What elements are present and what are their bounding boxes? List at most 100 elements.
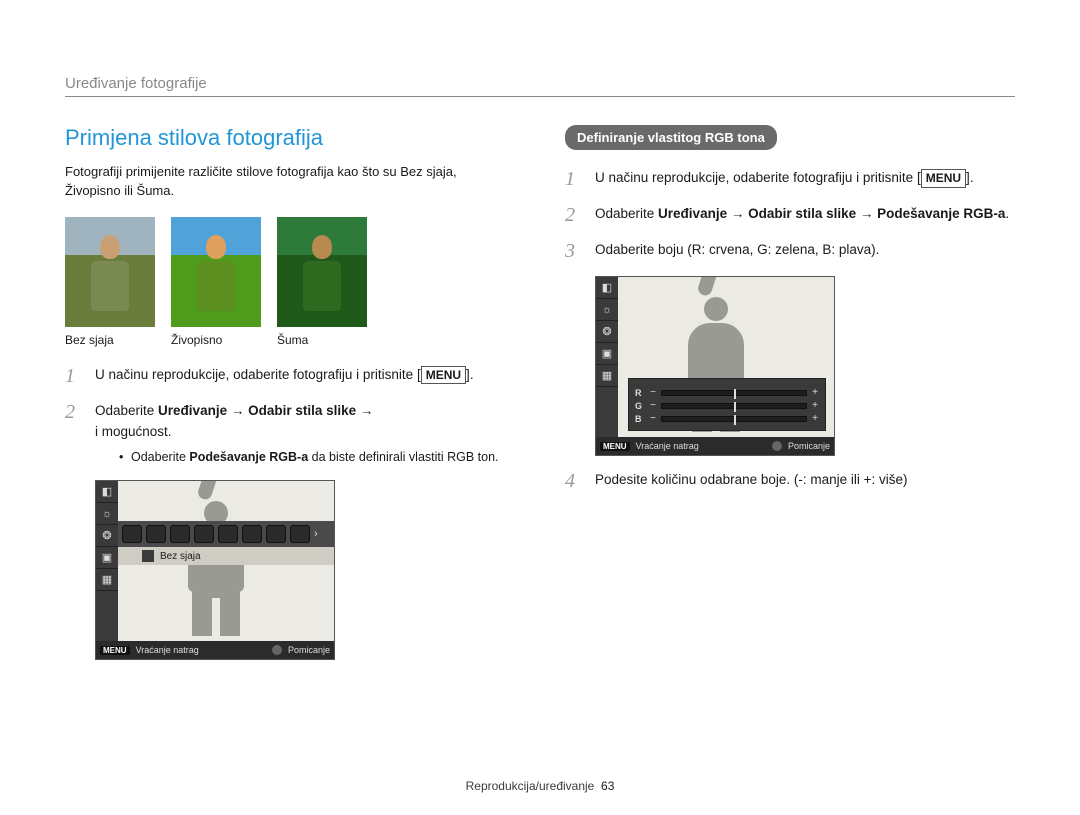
- lcd-footer-back: Vraćanje natrag: [636, 441, 699, 451]
- plus-icon: +: [811, 387, 819, 398]
- lcd-nav-icon: [772, 441, 782, 451]
- minus-icon: −: [649, 400, 657, 411]
- rgb-tick: [734, 415, 736, 425]
- right-steps: 1 U načinu reprodukcije, odaberite fotog…: [565, 168, 1015, 262]
- right-steps-cont: 4 Podesite količinu odabrane boje. (-: m…: [565, 470, 1015, 492]
- lcd-icon: ▣: [596, 343, 618, 365]
- style-label-text: Bez sjaja: [160, 551, 201, 562]
- lcd-footer-move: Pomicanje: [788, 441, 830, 451]
- step-text: Odaberite boju (R: crvena, G: zelena, B:…: [595, 242, 879, 257]
- lcd-style-label: Bez sjaja: [118, 547, 334, 565]
- thumb-torso: [303, 261, 341, 311]
- lcd-icon: ▣: [96, 547, 118, 569]
- bullet-text: Odaberite: [131, 450, 189, 464]
- step-text: .: [1005, 206, 1009, 221]
- page-footer: Reprodukcija/uređivanje 63: [0, 779, 1080, 793]
- rgb-row-g: G − +: [635, 400, 819, 411]
- minus-icon: −: [649, 387, 657, 398]
- lcd-icon: ◧: [596, 277, 618, 299]
- lcd-footer: MENU Vraćanje natrag Pomicanje: [596, 437, 834, 455]
- thumb-vivid-image: [171, 217, 261, 327]
- thumb-head: [206, 235, 226, 259]
- style-cell: [266, 525, 286, 543]
- menu-path: Uređivanje → Odabir stila slike → Podeša…: [658, 206, 1005, 221]
- right-step-1: 1 U načinu reprodukcije, odaberite fotog…: [565, 168, 1015, 190]
- rgb-label: B: [635, 414, 645, 424]
- lcd-footer-menu-tag: MENU: [100, 646, 130, 655]
- thumb-head: [312, 235, 332, 259]
- thumb-soft-caption: Bez sjaja: [65, 333, 155, 347]
- camera-lcd-style: ◧ ☼ ❂ ▣ ▦: [95, 480, 335, 660]
- left-step-1: 1 U načinu reprodukcije, odaberite fotog…: [65, 365, 515, 387]
- right-step-2: 2 Odaberite Uređivanje → Odabir stila sl…: [565, 204, 1015, 226]
- page-header: Uređivanje fotografije: [65, 75, 1015, 97]
- lcd-icon: ❂: [96, 525, 118, 547]
- lcd-style-strip: ›: [118, 521, 334, 547]
- menu-path: Uređivanje → Odabir stila slike →: [158, 403, 373, 418]
- thumb-forest-caption: Šuma: [277, 333, 367, 347]
- section-title: Primjena stilova fotografija: [65, 125, 515, 151]
- right-column: Definiranje vlastitog RGB tona 1 U način…: [565, 125, 1015, 660]
- step-number: 4: [565, 470, 581, 492]
- lcd-footer: MENU Vraćanje natrag Pomicanje: [96, 641, 334, 659]
- lcd-icon: ☼: [596, 299, 618, 321]
- intro-text: Fotografiji primijenite različite stilov…: [65, 163, 515, 201]
- thumb-vivid: Živopisno: [171, 217, 261, 347]
- thumb-forest: Šuma: [277, 217, 367, 347]
- step-body: U načinu reprodukcije, odaberite fotogra…: [95, 365, 515, 387]
- content-columns: Primjena stilova fotografija Fotografiji…: [65, 125, 1015, 660]
- left-step-2: 2 Odaberite Uređivanje → Odabir stila sl…: [65, 401, 515, 466]
- rgb-label: R: [635, 388, 645, 398]
- rgb-row-b: B − +: [635, 413, 819, 424]
- rgb-row-r: R − +: [635, 387, 819, 398]
- step-number: 1: [565, 168, 581, 190]
- style-cell: [290, 525, 310, 543]
- lcd-icon: ☼: [96, 503, 118, 525]
- step-text: i mogućnost.: [95, 424, 172, 439]
- left-steps: 1 U načinu reprodukcije, odaberite fotog…: [65, 365, 515, 466]
- minus-icon: −: [649, 413, 657, 424]
- lcd-footer-menu-tag: MENU: [600, 442, 630, 451]
- style-cell: [170, 525, 190, 543]
- plus-icon: +: [811, 413, 819, 424]
- style-cell: [194, 525, 214, 543]
- lcd-icon: ❂: [596, 321, 618, 343]
- left-column: Primjena stilova fotografija Fotografiji…: [65, 125, 515, 660]
- step-number: 3: [565, 240, 581, 262]
- style-cell: [242, 525, 262, 543]
- lcd-nav-icon: [272, 645, 282, 655]
- step-body: Podesite količinu odabrane boje. (-: man…: [595, 470, 1015, 492]
- plus-icon: +: [811, 400, 819, 411]
- step-text: Podesite količinu odabrane boje. (-: man…: [595, 472, 908, 487]
- lcd-inner: ◧ ☼ ❂ ▣ ▦: [96, 481, 334, 641]
- menu-button-icon: MENU: [921, 169, 966, 187]
- lcd-inner: ◧ ☼ ❂ ▣ ▦ R − +: [596, 277, 834, 437]
- lcd-rgb-panel: R − + G − + B − +: [628, 378, 826, 431]
- right-step-3: 3 Odaberite boju (R: crvena, G: zelena, …: [565, 240, 1015, 262]
- menu-button-icon: MENU: [421, 366, 466, 384]
- style-cell: [146, 525, 166, 543]
- step-text: U načinu reprodukcije, odaberite fotogra…: [95, 367, 417, 382]
- lcd-footer-back: Vraćanje natrag: [136, 645, 199, 655]
- sub-bullet: Odaberite Podešavanje RGB-a da biste def…: [119, 449, 515, 467]
- step-body: Odaberite Uređivanje → Odabir stila slik…: [95, 401, 515, 466]
- thumb-vivid-caption: Živopisno: [171, 333, 261, 347]
- sidebar-heading: Definiranje vlastitog RGB tona: [565, 125, 777, 150]
- silhouette-legs: [192, 592, 240, 636]
- step-body: Odaberite boju (R: crvena, G: zelena, B:…: [595, 240, 1015, 262]
- style-cell: [218, 525, 238, 543]
- step-text: Odaberite: [595, 206, 658, 221]
- thumb-forest-image: [277, 217, 367, 327]
- footer-page-number: 63: [601, 779, 614, 793]
- silhouette-arm: [696, 277, 728, 297]
- step-text-end: .: [470, 367, 474, 382]
- right-step-4: 4 Podesite količinu odabrane boje. (-: m…: [565, 470, 1015, 492]
- step-text-end: .: [970, 170, 974, 185]
- style-cell: [122, 525, 142, 543]
- lcd-side-icons: ◧ ☼ ❂ ▣ ▦: [96, 481, 118, 641]
- step-text: U načinu reprodukcije, odaberite fotogra…: [595, 170, 917, 185]
- footer-section: Reprodukcija/uređivanje: [466, 779, 595, 793]
- thumb-head: [100, 235, 120, 259]
- step-body: Odaberite Uređivanje → Odabir stila slik…: [595, 204, 1015, 226]
- bullet-text: da biste definirali vlastiti RGB ton.: [308, 450, 498, 464]
